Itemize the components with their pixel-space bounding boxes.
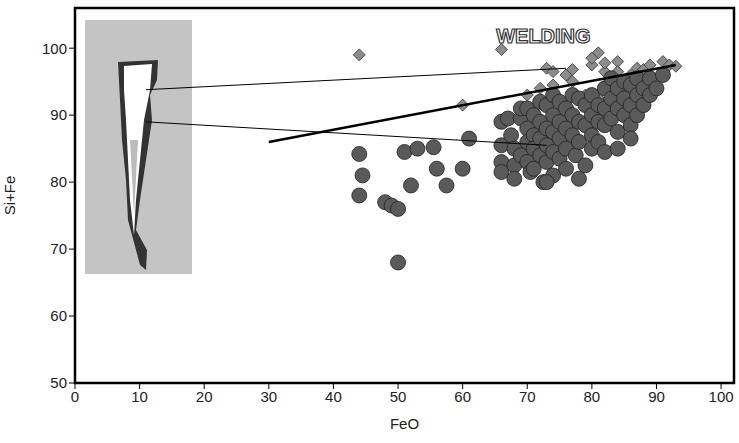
svg-text:70: 70 — [50, 240, 67, 257]
svg-text:20: 20 — [196, 388, 213, 405]
svg-text:40: 40 — [325, 388, 342, 405]
svg-text:90: 90 — [50, 106, 67, 123]
svg-text:50: 50 — [50, 374, 67, 391]
svg-text:0: 0 — [71, 388, 79, 405]
svg-text:80: 80 — [50, 173, 67, 190]
svg-text:50: 50 — [390, 388, 407, 405]
svg-text:10: 10 — [131, 388, 148, 405]
svg-text:100: 100 — [709, 388, 734, 405]
svg-text:WELDING: WELDING — [496, 25, 590, 47]
svg-text:70: 70 — [519, 388, 536, 405]
svg-text:60: 60 — [50, 307, 67, 324]
svg-text:80: 80 — [584, 388, 601, 405]
svg-text:FeO: FeO — [390, 415, 419, 432]
svg-text:100: 100 — [42, 40, 67, 57]
svg-text:30: 30 — [260, 388, 277, 405]
svg-text:Si+Fe: Si+Fe — [1, 176, 18, 216]
svg-text:90: 90 — [648, 388, 665, 405]
svg-text:60: 60 — [454, 388, 471, 405]
